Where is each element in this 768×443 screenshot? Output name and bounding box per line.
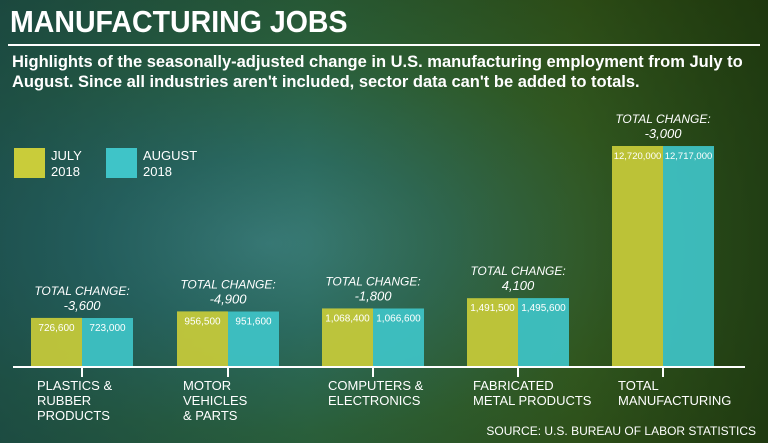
category-label: PLASTICS & RUBBER PRODUCTS bbox=[37, 378, 113, 423]
total-change-value: -3,600 bbox=[64, 298, 102, 313]
bar-value-label: 12,717,000 bbox=[665, 151, 713, 162]
legend-label: 2018 bbox=[143, 164, 172, 179]
legend-label: 2018 bbox=[51, 164, 80, 179]
bar-value-label: 723,000 bbox=[89, 323, 126, 334]
bar bbox=[322, 308, 373, 367]
bar-value-label: 12,720,000 bbox=[614, 151, 662, 162]
bar-value-label: 1,066,600 bbox=[376, 313, 421, 324]
bar bbox=[663, 146, 714, 367]
bar bbox=[31, 317, 82, 367]
total-change-label: TOTAL CHANGE: bbox=[615, 112, 710, 126]
total-change-label: TOTAL CHANGE: bbox=[325, 274, 420, 288]
legend-label: JULY bbox=[51, 148, 82, 163]
bar bbox=[177, 311, 228, 367]
category-label: COMPUTERS & ELECTRONICS bbox=[328, 378, 424, 408]
total-change-value: -4,900 bbox=[210, 291, 248, 306]
bar bbox=[518, 298, 569, 367]
total-change-label: TOTAL CHANGE: bbox=[34, 284, 129, 298]
total-change-label: TOTAL CHANGE: bbox=[180, 277, 275, 291]
bar bbox=[467, 298, 518, 367]
title-divider bbox=[8, 44, 760, 46]
source-note: SOURCE: U.S. BUREAU OF LABOR STATISTICS bbox=[486, 424, 756, 438]
bar-value-label: 1,491,500 bbox=[470, 303, 515, 314]
category-label: TOTAL MANUFACTURING bbox=[618, 378, 732, 408]
bar bbox=[612, 146, 663, 367]
subtitle: Highlights of the seasonally-adjusted ch… bbox=[12, 53, 743, 91]
bar bbox=[82, 318, 133, 367]
bar-value-label: 726,600 bbox=[38, 323, 75, 334]
page-title: MANUFACTURING JOBS bbox=[10, 4, 348, 39]
bar-value-label: 1,495,600 bbox=[521, 303, 566, 314]
category-label: MOTOR VEHICLES & PARTS bbox=[183, 378, 248, 423]
total-change-label: TOTAL CHANGE: bbox=[470, 264, 565, 278]
bar bbox=[373, 308, 424, 367]
category-label: FABRICATED METAL PRODUCTS bbox=[473, 378, 592, 408]
total-change-value: -1,800 bbox=[355, 288, 393, 303]
legend-swatch bbox=[14, 148, 45, 178]
legend-label: AUGUST bbox=[143, 148, 198, 163]
bar-value-label: 951,600 bbox=[235, 317, 272, 328]
total-change-value: 4,100 bbox=[502, 278, 535, 293]
bar-value-label: 1,068,400 bbox=[325, 313, 370, 324]
legend-august: AUGUST 2018 bbox=[106, 148, 197, 180]
legend-july: JULY 2018 bbox=[14, 148, 82, 180]
bar-value-label: 956,500 bbox=[184, 316, 221, 327]
total-change-value: -3,000 bbox=[645, 126, 683, 141]
legend-swatch bbox=[106, 148, 137, 178]
bar bbox=[228, 311, 279, 367]
